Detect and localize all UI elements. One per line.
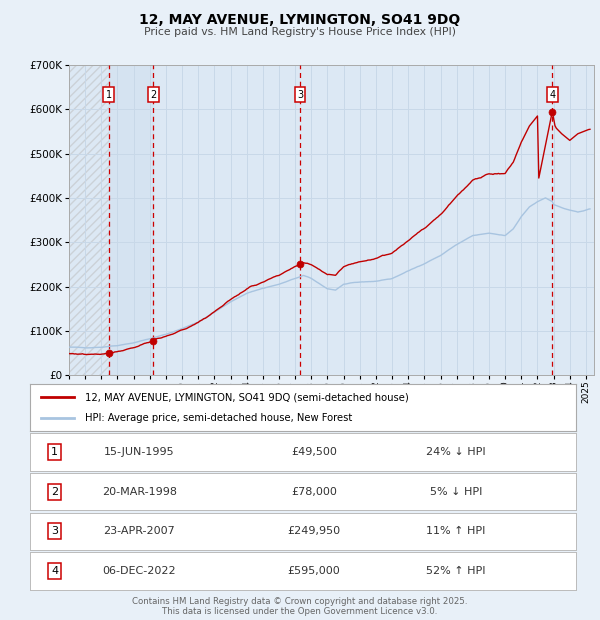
Text: 23-APR-2007: 23-APR-2007	[103, 526, 175, 536]
Text: 4: 4	[549, 89, 556, 100]
Text: £78,000: £78,000	[291, 487, 337, 497]
Bar	[69, 65, 109, 375]
Text: 24% ↓ HPI: 24% ↓ HPI	[426, 447, 485, 457]
Text: 2: 2	[150, 89, 157, 100]
Text: 12, MAY AVENUE, LYMINGTON, SO41 9DQ: 12, MAY AVENUE, LYMINGTON, SO41 9DQ	[139, 13, 461, 27]
Text: 11% ↑ HPI: 11% ↑ HPI	[426, 526, 485, 536]
Text: This data is licensed under the Open Government Licence v3.0.: This data is licensed under the Open Gov…	[163, 607, 437, 616]
Text: 06-DEC-2022: 06-DEC-2022	[103, 566, 176, 576]
Text: Price paid vs. HM Land Registry's House Price Index (HPI): Price paid vs. HM Land Registry's House …	[144, 27, 456, 37]
Text: 1: 1	[106, 89, 112, 100]
Text: 1: 1	[51, 447, 58, 457]
Text: Contains HM Land Registry data © Crown copyright and database right 2025.: Contains HM Land Registry data © Crown c…	[132, 597, 468, 606]
Text: 2: 2	[51, 487, 58, 497]
Text: 3: 3	[51, 526, 58, 536]
Bar	[69, 65, 109, 375]
Text: £595,000: £595,000	[287, 566, 340, 576]
Text: £249,950: £249,950	[287, 526, 340, 536]
Text: 15-JUN-1995: 15-JUN-1995	[104, 447, 175, 457]
Text: 52% ↑ HPI: 52% ↑ HPI	[426, 566, 485, 576]
Text: 5% ↓ HPI: 5% ↓ HPI	[430, 487, 482, 497]
Bar	[109, 65, 154, 375]
Text: 4: 4	[51, 566, 58, 576]
Text: 12, MAY AVENUE, LYMINGTON, SO41 9DQ (semi-detached house): 12, MAY AVENUE, LYMINGTON, SO41 9DQ (sem…	[85, 392, 409, 402]
Text: 20-MAR-1998: 20-MAR-1998	[101, 487, 176, 497]
Text: HPI: Average price, semi-detached house, New Forest: HPI: Average price, semi-detached house,…	[85, 413, 352, 423]
Text: 3: 3	[297, 89, 303, 100]
Text: £49,500: £49,500	[291, 447, 337, 457]
